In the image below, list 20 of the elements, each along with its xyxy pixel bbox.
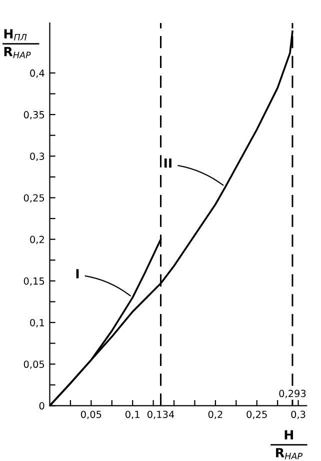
y-axis-title: H$_{ПЛ}$ R$_{НАР}$ [4, 29, 31, 58]
x-tick-label: 0,134 [147, 410, 174, 420]
x-tick-label: 0,25 [246, 410, 267, 420]
y-tick-label: 0,35 [24, 111, 44, 120]
y-tick-label: 0,3 [30, 152, 44, 161]
y-tick-label: 0,2 [30, 236, 44, 244]
x-axis-title: H R$_{НАР}$ [276, 430, 302, 460]
x-tick-label: 0,2 [208, 410, 222, 420]
x-tick-label: 0,1 [126, 410, 140, 420]
y-tick-label: 0,25 [24, 194, 44, 203]
y-tick-label: 0,1 [30, 318, 44, 328]
ref-line-label: 0,293 [279, 390, 306, 398]
x-tick-label: 0,3 [291, 410, 306, 420]
y-tick-label: 0,05 [24, 360, 44, 369]
x-tick-label: 0,05 [80, 410, 102, 420]
y-tick-label: 0,4 [30, 69, 44, 78]
y-tick-label: 0 [39, 402, 44, 410]
annotation: I [76, 269, 79, 278]
annotation: II [164, 158, 172, 168]
y-tick-label: 0,15 [24, 277, 44, 286]
